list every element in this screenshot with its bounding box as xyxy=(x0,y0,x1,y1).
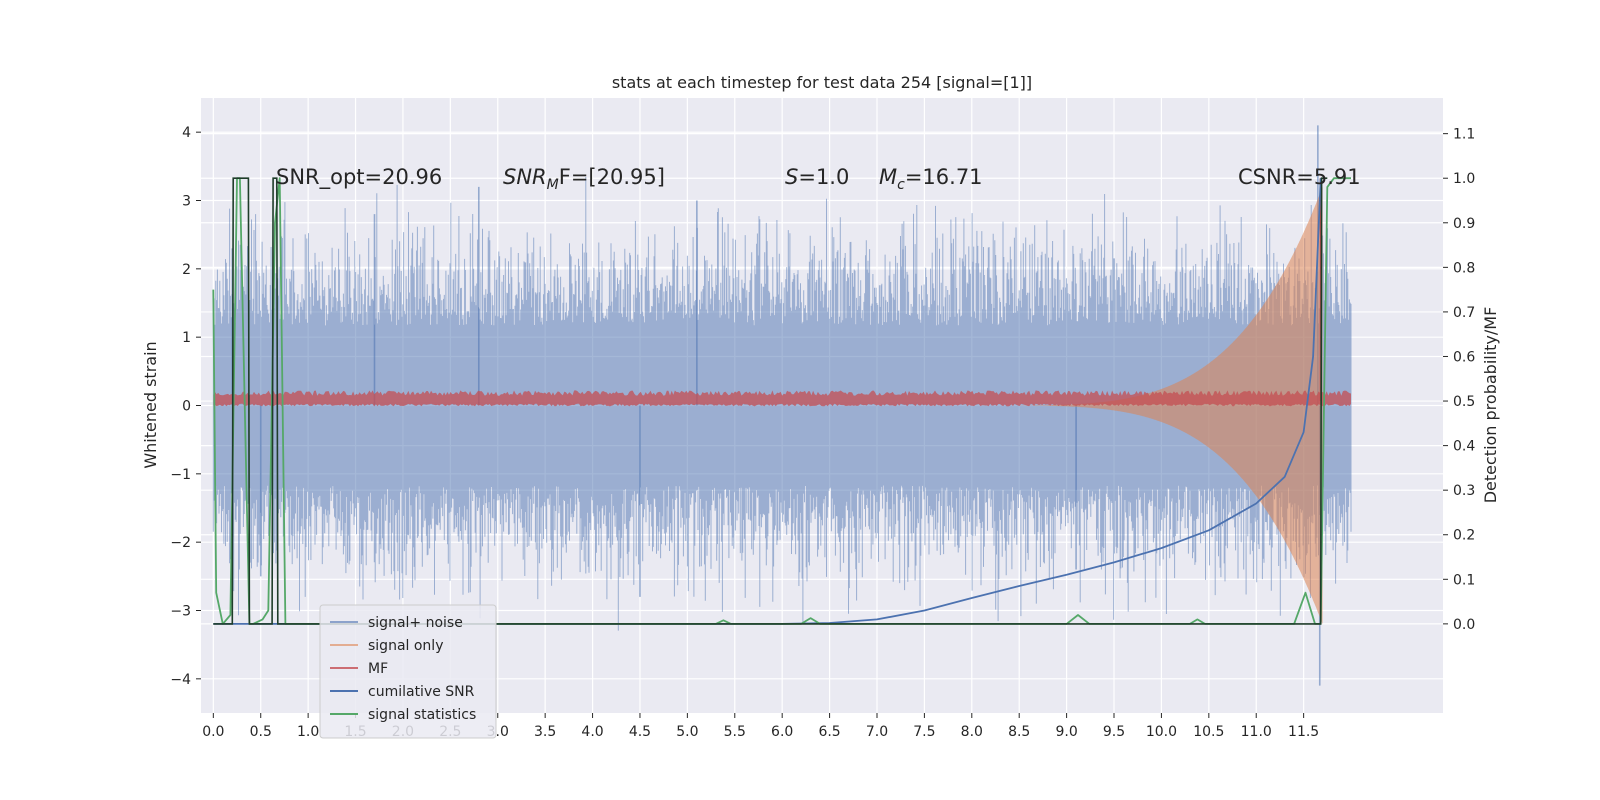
annotation-s: S=1.0 xyxy=(785,165,849,189)
legend-label: signal statistics xyxy=(368,707,476,723)
snr-mf-symbol: SNR xyxy=(503,165,547,189)
legend-label: signal+ noise xyxy=(368,615,463,631)
x-tick-label: 5.5 xyxy=(724,724,746,740)
y-right-tick-label: 0.6 xyxy=(1453,349,1475,365)
s-value: =1.0 xyxy=(798,165,849,189)
y-right-tick-label: 1.0 xyxy=(1453,171,1475,187)
y-left-tick-label: 1 xyxy=(182,330,191,346)
y-left-tick-label: 3 xyxy=(182,194,191,210)
y-axis-right-label: Detection probability/MF xyxy=(1481,307,1500,504)
legend-label: MF xyxy=(368,661,388,677)
y-axis-left-label: Whitened strain xyxy=(141,341,160,468)
mc-value: =16.71 xyxy=(905,165,983,189)
y-axis-right: 0.0 0.1 0.2 0.3 0.4 0.5 0.6 0.7 0.8 0.9 1.0 1.1 xyxy=(1443,127,1475,633)
y-right-tick-label: 0.0 xyxy=(1453,617,1475,633)
y-left-tick-label: −3 xyxy=(170,604,191,620)
x-tick-label: 8.5 xyxy=(1008,724,1030,740)
y-left-tick-label: −2 xyxy=(170,535,191,551)
y-axis-left: −4 −3 −2 −1 0 1 2 3 4 xyxy=(170,125,201,688)
legend-label: signal only xyxy=(368,638,443,654)
x-tick-label: 5.0 xyxy=(676,724,698,740)
x-tick-label: 4.0 xyxy=(581,724,603,740)
x-tick-label: 0.5 xyxy=(250,724,272,740)
x-tick-label: 8.0 xyxy=(961,724,983,740)
x-tick-label: 6.0 xyxy=(771,724,793,740)
mc-symbol: M xyxy=(879,165,897,189)
mc-subscript: c xyxy=(897,177,905,193)
x-tick-label: 7.0 xyxy=(866,724,888,740)
snr-mf-subscript: M xyxy=(547,177,559,193)
snr-mf-value: F=[20.95] xyxy=(559,165,665,189)
annotation-csnr: CSNR=5.91 xyxy=(1238,165,1361,189)
x-tick-label: 11.0 xyxy=(1241,724,1272,740)
legend-label: cumilative SNR xyxy=(368,684,475,700)
y-right-tick-label: 0.9 xyxy=(1453,216,1475,232)
annotation-snr-opt: SNR_opt=20.96 xyxy=(276,165,442,190)
x-tick-label: 9.0 xyxy=(1055,724,1077,740)
x-tick-label: 7.5 xyxy=(913,724,935,740)
legend-box xyxy=(319,604,497,739)
y-left-tick-label: 4 xyxy=(182,125,191,141)
y-right-tick-label: 0.3 xyxy=(1453,483,1475,499)
y-left-tick-label: 2 xyxy=(182,262,191,278)
series-layer xyxy=(212,125,1352,686)
x-tick-label: 10.5 xyxy=(1193,724,1224,740)
y-left-tick-label: −4 xyxy=(170,672,191,688)
y-left-tick-label: −1 xyxy=(170,467,191,483)
y-right-tick-label: 0.5 xyxy=(1453,394,1475,410)
annotations: SNR_opt=20.96 SNRMF=[20.95] S=1.0 Mc=16.… xyxy=(276,165,1361,193)
chart-title: stats at each timestep for test data 254… xyxy=(612,73,1032,92)
y-right-tick-label: 0.7 xyxy=(1453,305,1475,321)
series-mf xyxy=(213,390,1351,407)
x-tick-label: 11.5 xyxy=(1288,724,1319,740)
x-tick-label: 10.0 xyxy=(1146,724,1177,740)
x-tick-label: 0.0 xyxy=(202,724,224,740)
y-right-tick-label: 1.1 xyxy=(1453,127,1475,143)
y-right-tick-label: 0.2 xyxy=(1453,528,1475,544)
x-tick-label: 4.5 xyxy=(629,724,651,740)
x-tick-label: 1.0 xyxy=(297,724,319,740)
annotation-snr-mf: SNRMF=[20.95] xyxy=(503,165,665,193)
series-signal-only xyxy=(971,186,1323,625)
y-left-tick-label: 0 xyxy=(182,399,191,415)
x-tick-label: 3.5 xyxy=(534,724,556,740)
series-decision-step xyxy=(213,177,1328,625)
x-tick-label: 6.5 xyxy=(818,724,840,740)
series-cumulative-snr xyxy=(213,178,1322,625)
y-right-tick-label: 0.8 xyxy=(1453,260,1475,276)
annotation-mc: Mc=16.71 xyxy=(879,165,983,193)
x-tick-label: 9.5 xyxy=(1103,724,1125,740)
y-right-tick-label: 0.4 xyxy=(1453,439,1475,455)
legend: signal+ noise signal only MF cumilative SNR… xyxy=(319,604,497,739)
s-symbol: S xyxy=(785,165,798,189)
y-right-tick-label: 0.1 xyxy=(1453,572,1475,588)
